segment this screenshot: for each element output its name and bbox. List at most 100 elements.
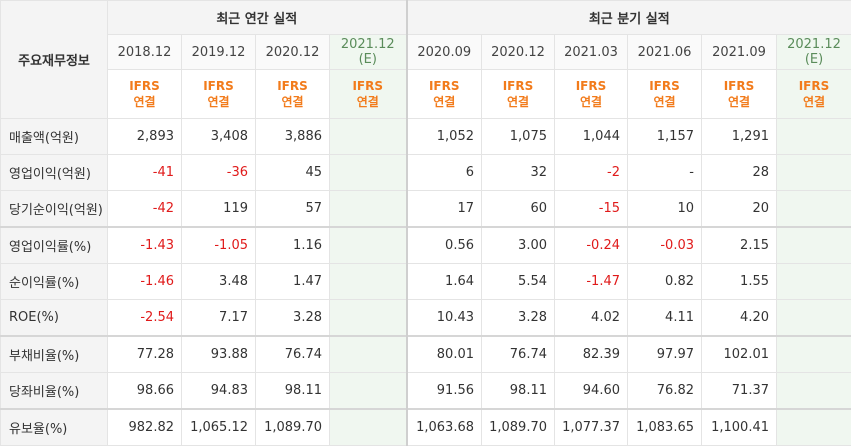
value-cell: 1,065.12 bbox=[182, 409, 256, 446]
value-cell: 97.97 bbox=[628, 336, 702, 373]
value-cell: 5.54 bbox=[482, 264, 555, 300]
value-cell bbox=[330, 264, 407, 300]
period-label: 2021.03 bbox=[555, 45, 627, 60]
value-cell: 3.28 bbox=[256, 300, 330, 337]
value-cell: 0.82 bbox=[628, 264, 702, 300]
value-cell: 91.56 bbox=[407, 373, 482, 410]
value-cell: 1.64 bbox=[407, 264, 482, 300]
value-cell: 60 bbox=[482, 191, 555, 228]
value-cell bbox=[777, 227, 851, 264]
value-cell: 45 bbox=[256, 155, 330, 191]
estimate-label: (E) bbox=[330, 52, 406, 67]
value-cell: 98.11 bbox=[256, 373, 330, 410]
value-cell: -36 bbox=[182, 155, 256, 191]
ifrs-label: IFRS bbox=[555, 78, 627, 94]
value-cell: 32 bbox=[482, 155, 555, 191]
table-corner-label: 주요재무정보 bbox=[1, 1, 108, 119]
value-cell: 4.02 bbox=[555, 300, 628, 337]
consolidated-label: 연결 bbox=[482, 94, 554, 110]
period-label: 2019.12 bbox=[182, 45, 255, 60]
row-label: 유보율(%) bbox=[1, 409, 108, 446]
value-cell: 982.82 bbox=[108, 409, 182, 446]
value-cell: 28 bbox=[702, 155, 777, 191]
ifrs-label: IFRS bbox=[702, 78, 776, 94]
value-cell: 80.01 bbox=[407, 336, 482, 373]
value-cell: 3.28 bbox=[482, 300, 555, 337]
ifrs-label: IFRS bbox=[330, 78, 406, 94]
value-cell: 20 bbox=[702, 191, 777, 228]
value-cell: 119 bbox=[182, 191, 256, 228]
value-cell bbox=[330, 227, 407, 264]
ifrs-label: IFRS bbox=[256, 78, 329, 94]
value-cell bbox=[330, 119, 407, 155]
value-cell: -1.43 bbox=[108, 227, 182, 264]
value-cell: 3.48 bbox=[182, 264, 256, 300]
value-cell: 98.66 bbox=[108, 373, 182, 410]
value-cell: 0.56 bbox=[407, 227, 482, 264]
row-label: 순이익률(%) bbox=[1, 264, 108, 300]
period-header: 2018.12 bbox=[108, 35, 182, 70]
value-cell: 57 bbox=[256, 191, 330, 228]
period-label: 2021.06 bbox=[628, 45, 701, 60]
consolidated-label: 연결 bbox=[408, 94, 482, 110]
period-label: 2018.12 bbox=[108, 45, 181, 60]
row-label: ROE(%) bbox=[1, 300, 108, 337]
value-cell: 1,075 bbox=[482, 119, 555, 155]
value-cell: -2 bbox=[555, 155, 628, 191]
consolidated-label: 연결 bbox=[182, 94, 255, 110]
value-cell: 1,100.41 bbox=[702, 409, 777, 446]
period-header: 2021.03 bbox=[555, 35, 628, 70]
value-cell: -0.24 bbox=[555, 227, 628, 264]
value-cell: 3.00 bbox=[482, 227, 555, 264]
period-header: 2020.12 bbox=[256, 35, 330, 70]
ifrs-label: IFRS bbox=[482, 78, 554, 94]
value-cell bbox=[330, 300, 407, 337]
consolidated-label: 연결 bbox=[777, 94, 851, 110]
value-cell: 4.20 bbox=[702, 300, 777, 337]
period-header: 2021.06 bbox=[628, 35, 702, 70]
consolidated-label: 연결 bbox=[555, 94, 627, 110]
row-label: 영업이익률(%) bbox=[1, 227, 108, 264]
value-cell bbox=[330, 191, 407, 228]
value-cell: -1.05 bbox=[182, 227, 256, 264]
ifrs-label: IFRS bbox=[108, 78, 181, 94]
value-cell: -2.54 bbox=[108, 300, 182, 337]
value-cell: 1,063.68 bbox=[407, 409, 482, 446]
value-cell: 1.47 bbox=[256, 264, 330, 300]
value-cell: 2,893 bbox=[108, 119, 182, 155]
value-cell: 1,157 bbox=[628, 119, 702, 155]
value-cell bbox=[777, 373, 851, 410]
value-cell bbox=[777, 155, 851, 191]
period-header: 2020.09 bbox=[407, 35, 482, 70]
value-cell: 1,052 bbox=[407, 119, 482, 155]
period-label: 2021.09 bbox=[702, 45, 776, 60]
value-cell: 93.88 bbox=[182, 336, 256, 373]
value-cell: - bbox=[628, 155, 702, 191]
row-label: 부채비율(%) bbox=[1, 336, 108, 373]
value-cell bbox=[777, 336, 851, 373]
value-cell: 1,089.70 bbox=[482, 409, 555, 446]
value-cell: 1,291 bbox=[702, 119, 777, 155]
value-cell: -1.46 bbox=[108, 264, 182, 300]
value-cell: 4.11 bbox=[628, 300, 702, 337]
value-cell: 82.39 bbox=[555, 336, 628, 373]
value-cell: 1,083.65 bbox=[628, 409, 702, 446]
value-cell bbox=[330, 409, 407, 446]
value-cell: 1,044 bbox=[555, 119, 628, 155]
ifrs-label: IFRS bbox=[182, 78, 255, 94]
period-label: 2020.09 bbox=[408, 45, 482, 60]
value-cell: 94.60 bbox=[555, 373, 628, 410]
consolidated-label: 연결 bbox=[628, 94, 701, 110]
